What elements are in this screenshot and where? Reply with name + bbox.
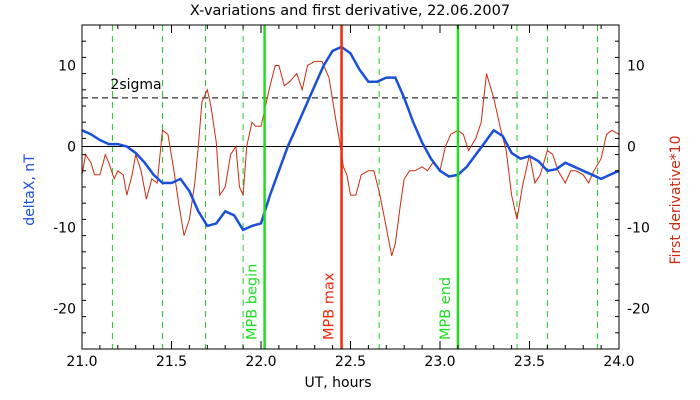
mpb-begin-label: MPB begin — [245, 264, 261, 340]
y-tick-label-left: 10 — [58, 59, 76, 75]
y-tick-label-left: -10 — [53, 221, 76, 237]
dashed-vlines — [111, 25, 599, 349]
derivative-series-line — [81, 60, 620, 257]
x-tick-label: 21.0 — [66, 354, 97, 370]
mpb-lines: MPB begin MPB max MPB end — [245, 25, 460, 349]
y-tick-label-left: 0 — [67, 140, 76, 156]
y-tick-label-right: 0 — [627, 140, 636, 156]
y-axis-left: -20 -10 0 10 — [53, 24, 86, 350]
deltax-series-line — [81, 45, 620, 232]
y-tick-label-right: 10 — [627, 59, 645, 75]
y-tick-label-right: -10 — [627, 221, 650, 237]
y-axis-label-left: deltaX, nT — [22, 154, 38, 226]
threshold-label: 2sigma — [110, 77, 161, 93]
mpb-end-label: MPB end — [438, 277, 454, 340]
x-tick-label: 22.5 — [335, 354, 366, 370]
x-tick-label: 24.0 — [603, 354, 634, 370]
y-axis-label-right: First derivative*10 — [668, 135, 684, 264]
mpb-max-label: MPB max — [322, 272, 338, 340]
x-tick-label: 23.5 — [514, 354, 545, 370]
y-axis-right: -20 -10 0 10 — [615, 24, 650, 350]
chart-title: X-variations and first derivative, 22.06… — [190, 3, 510, 19]
y-tick-label-left: -20 — [53, 302, 76, 318]
x-tick-label: 22.0 — [245, 354, 276, 370]
y-tick-label-right: -20 — [627, 302, 650, 318]
x-tick-label: 23.0 — [424, 354, 455, 370]
x-tick-label: 21.5 — [156, 354, 187, 370]
x-axis: 21.0 21.5 22.0 22.5 23.0 23.5 24.0 — [66, 25, 635, 370]
x-axis-label: UT, hours — [304, 375, 371, 391]
